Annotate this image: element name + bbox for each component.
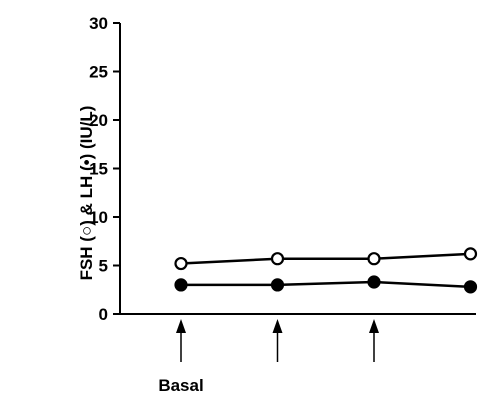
arrow-head xyxy=(176,319,186,333)
data-point-fsh xyxy=(463,247,478,261)
series-fsh xyxy=(174,247,478,271)
annotations xyxy=(176,319,379,362)
arrow-marker xyxy=(272,319,283,362)
y-tick-label: 5 xyxy=(99,257,108,276)
arrow-marker xyxy=(369,319,379,362)
axes xyxy=(119,23,476,315)
arrow-head xyxy=(369,319,379,333)
y-tick-label: 25 xyxy=(89,63,108,82)
series-lh xyxy=(174,275,478,294)
y-axis-title: FSH (○) & LH (•) (IU/L) xyxy=(77,106,96,281)
data-point-fsh xyxy=(270,252,285,266)
arrow-head xyxy=(272,319,283,333)
data-point-lh xyxy=(270,278,285,292)
data-point-fsh xyxy=(367,252,381,266)
series xyxy=(174,247,478,294)
series-line-fsh xyxy=(180,252,471,265)
y-tick-label: 15 xyxy=(89,160,108,179)
arrow-marker xyxy=(176,319,186,362)
y-tick-label: 10 xyxy=(89,208,108,227)
data-point-lh xyxy=(367,275,381,289)
basal-label: Basal xyxy=(158,376,203,395)
y-tick-label: 0 xyxy=(99,305,108,324)
data-point-fsh xyxy=(174,256,188,271)
series-line-lh xyxy=(181,280,471,289)
y-ticks: 0 5 10 15 20 25 30 xyxy=(89,14,120,324)
y-tick-label: 20 xyxy=(89,111,108,130)
y-tick-label: 30 xyxy=(89,14,108,33)
data-point-lh xyxy=(174,278,188,292)
data-point-lh xyxy=(463,280,478,294)
